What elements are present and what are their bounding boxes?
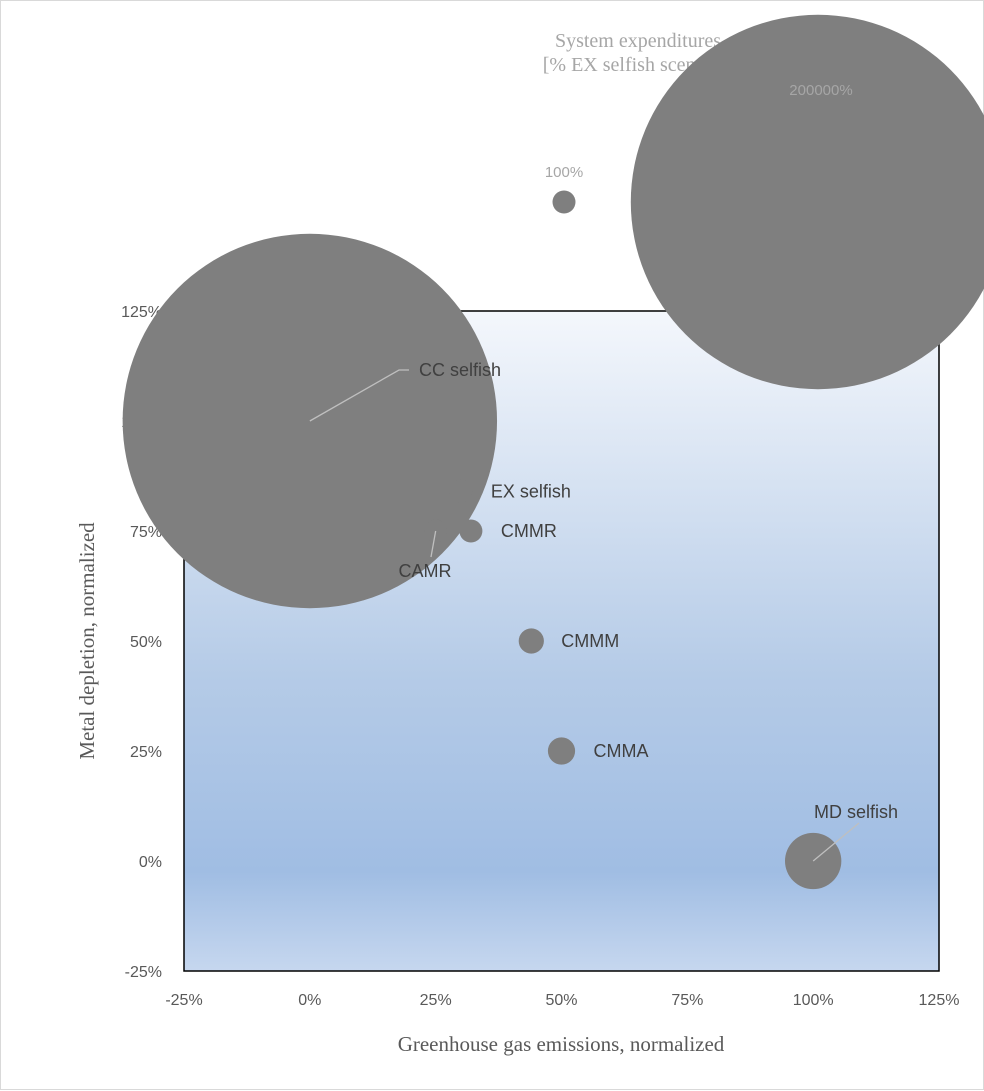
leader-line [309, 369, 409, 422]
y-tick-label: 0% [139, 854, 162, 871]
leader-line [812, 822, 860, 862]
point-label: CMMM [561, 631, 619, 651]
y-axis-title: Metal depletion, normalized [75, 522, 99, 760]
y-tick-label: -25% [125, 964, 162, 981]
legend-title-line1: System expenditures [555, 30, 721, 52]
point-label: CMMA [594, 741, 649, 761]
x-tick-label: 75% [671, 992, 703, 1009]
legend-bubble [630, 14, 984, 390]
y-tick-label: 125% [121, 304, 162, 321]
bubble [459, 519, 483, 543]
bubble [518, 628, 544, 654]
x-tick-label: -25% [165, 992, 202, 1009]
point-label: CMMR [501, 521, 557, 541]
point-label: CAMR [399, 561, 452, 581]
y-tick-label: 50% [130, 634, 162, 651]
x-tick-label: 50% [545, 992, 577, 1009]
x-tick-label: 100% [793, 992, 834, 1009]
legend-label: 100% [545, 164, 583, 181]
x-axis-title: Greenhouse gas emissions, normalized [398, 1032, 725, 1056]
legend-bubble [552, 190, 576, 214]
bubble [547, 737, 576, 765]
size-legend: System expenditures [% EX selfish scenar… [543, 14, 984, 390]
x-axis-ticks: -25% 0% 25% 50% 75% 100% 125% [165, 992, 959, 1009]
bubble [449, 479, 473, 503]
y-tick-label: 75% [130, 524, 162, 541]
bubbles: CC selfish EX selfish CMMR CAMR CMMM CMMA MD s… [122, 233, 898, 890]
x-tick-label: 0% [298, 992, 321, 1009]
point-label: EX selfish [491, 481, 571, 501]
point-label: CC selfish [419, 360, 501, 380]
x-tick-label: 25% [420, 992, 452, 1009]
legend-label: 200000% [789, 82, 852, 99]
x-tick-label: 125% [919, 992, 960, 1009]
leader-line [430, 530, 437, 558]
y-tick-label: 25% [130, 744, 162, 761]
point-label: MD selfish [814, 802, 898, 822]
